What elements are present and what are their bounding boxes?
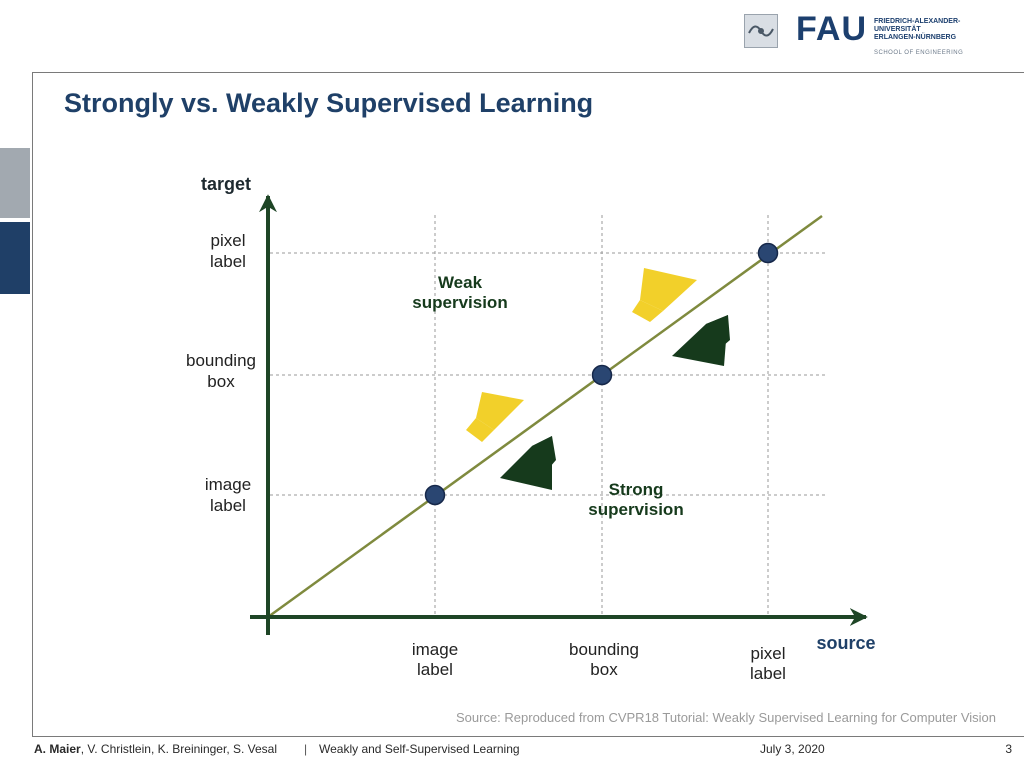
source-citation: Source: Reproduced from CVPR18 Tutorial:… [455, 710, 996, 725]
strong-supervision-label-line1: Strong [609, 480, 664, 499]
slide-title: Strongly vs. Weakly Supervised Learning [64, 88, 594, 118]
y-tick-bounding-box-line2: box [207, 372, 235, 391]
x-tick-pixel-label-line1: pixel [751, 644, 786, 663]
x-axis-label: source [816, 633, 875, 653]
weak-arrow-bottom-icon [476, 392, 524, 430]
y-axis-label: target [201, 174, 251, 194]
node-image-label [424, 484, 446, 506]
x-tick-pixel-label-line2: label [750, 664, 786, 683]
x-tick-image-label-line2: label [417, 660, 453, 679]
university-seal-icon [744, 14, 778, 48]
node-pixel-label [757, 242, 779, 264]
weak-supervision-label-line2: supervision [412, 293, 507, 312]
footer-lead-author: A. Maier [34, 742, 81, 756]
y-tick-pixel-label-line2: label [210, 252, 246, 271]
footer-page-number: 3 [1005, 742, 1012, 756]
slide-frame-bottom [32, 736, 1024, 737]
fau-wordmark: FAU [796, 10, 867, 48]
diagonal-line [267, 214, 823, 619]
x-tick-bounding-box-line1: bounding [569, 640, 639, 659]
weak-arrow-bottom-tail [466, 418, 494, 442]
footer-course-title: Weakly and Self-Supervised Learning [319, 742, 520, 756]
slide-frame-top [32, 72, 1024, 73]
side-tab-upper [0, 148, 30, 218]
footer-date: July 3, 2020 [760, 742, 825, 756]
footer-separator: | [304, 742, 308, 756]
school-name: SCHOOL OF ENGINEERING [874, 50, 964, 56]
weak-arrow-top-tail [632, 300, 663, 322]
footer-authors: A. Maier, V. Christlein, K. Breininger, … [34, 742, 277, 756]
y-tick-pixel-label-line1: pixel [211, 231, 246, 250]
node-bounding-box [591, 364, 613, 386]
strong-arrow-bottom-tail [532, 436, 556, 474]
footer-coauthors: , V. Christlein, K. Breininger, S. Vesal [80, 742, 278, 756]
grid-lines [270, 215, 825, 617]
y-tick-bounding-box-line1: bounding [186, 351, 256, 370]
weak-supervision-label-line1: Weak [438, 273, 483, 292]
slide-frame-left [32, 72, 33, 736]
weak-arrow-top-icon [640, 268, 697, 311]
university-name: FRIEDRICH-ALEXANDER- UNIVERSITÄT ERLANGE… [874, 18, 961, 41]
fau-logo: FAU FRIEDRICH-ALEXANDER- UNIVERSITÄT ERL… [744, 10, 984, 62]
side-tab-lower [0, 222, 30, 294]
strong-arrow-top-tail [706, 315, 730, 352]
y-tick-image-label-line2: label [210, 496, 246, 515]
x-tick-image-label-line1: image [412, 640, 458, 659]
x-tick-bounding-box-line2: box [590, 660, 618, 679]
strong-supervision-label-line2: supervision [588, 500, 683, 519]
y-tick-image-label-line1: image [205, 475, 251, 494]
